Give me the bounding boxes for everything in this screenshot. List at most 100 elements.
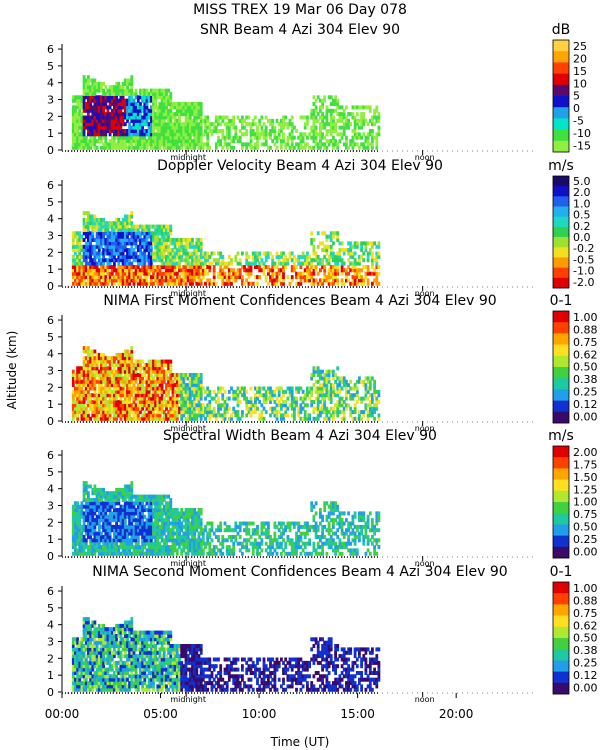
echo-cell	[74, 501, 77, 506]
echo-cell	[336, 251, 340, 256]
echo-cell	[82, 346, 86, 351]
echo-cell	[371, 142, 374, 147]
echo-cell	[108, 386, 112, 391]
echo-cell	[102, 403, 105, 408]
echo-cell	[297, 386, 301, 391]
echo-cell	[195, 393, 199, 398]
echo-cell	[87, 238, 90, 242]
echo-cell	[178, 122, 181, 127]
echo-cell	[232, 145, 236, 150]
echo-cell	[338, 410, 342, 415]
echo-cell	[377, 281, 381, 286]
echo-cell	[323, 379, 327, 384]
echo-cell	[87, 504, 90, 509]
echo-cell	[165, 389, 168, 394]
echo-cell	[123, 112, 127, 117]
echo-cell	[186, 258, 190, 263]
echo-cell	[89, 224, 92, 229]
echo-cell	[316, 410, 320, 415]
echo-cell	[149, 258, 153, 263]
echo-cell	[141, 413, 144, 418]
echo-cell	[165, 108, 168, 113]
echo-cell	[93, 484, 97, 489]
echo-cell	[141, 132, 144, 137]
echo-cell	[156, 359, 160, 364]
echo-cell	[130, 376, 134, 381]
echo-cell	[169, 112, 173, 117]
echo-cell	[349, 241, 353, 246]
echo-cell	[219, 413, 223, 418]
echo-cell	[347, 251, 350, 256]
echo-cell	[368, 383, 372, 388]
echo-cell	[329, 115, 333, 120]
echo-cell	[82, 108, 86, 113]
y-tick-label: 3	[47, 94, 54, 107]
echo-cell	[78, 139, 82, 144]
echo-cell	[366, 396, 370, 401]
echo-cell	[97, 122, 101, 127]
echo-cell	[323, 393, 327, 398]
echo-cell	[188, 251, 192, 256]
echo-cell	[204, 258, 207, 263]
echo-cell	[314, 125, 318, 130]
echo-cell	[108, 254, 112, 259]
echo-cell	[108, 231, 112, 236]
echo-cell	[316, 396, 320, 401]
echo-cell	[100, 413, 103, 418]
echo-cell	[76, 413, 79, 418]
echo-cell	[128, 139, 131, 144]
echo-cells	[71, 75, 381, 150]
echo-cell	[377, 416, 381, 421]
echo-cell	[143, 108, 147, 113]
echo-cell	[293, 406, 296, 411]
colorbar-label: 0.25	[573, 386, 598, 399]
echo-cell	[76, 112, 79, 117]
echo-cell	[312, 251, 316, 256]
echo-cell	[245, 403, 249, 408]
echo-cell	[314, 389, 318, 394]
echo-cell	[377, 125, 381, 130]
echo-cell	[184, 145, 188, 150]
echo-cell	[316, 389, 320, 394]
echo-cell	[323, 145, 327, 150]
echo-cell	[366, 410, 370, 415]
echo-cell	[82, 92, 86, 96]
echo-cell	[338, 389, 342, 394]
echo-cell	[91, 231, 95, 236]
echo-cell	[158, 376, 162, 381]
echo-cell	[358, 379, 361, 384]
echo-cell	[223, 403, 227, 408]
echo-cell	[102, 541, 105, 546]
echo-cell	[160, 129, 164, 133]
echo-cell	[353, 129, 357, 133]
echo-cell	[345, 389, 348, 394]
echo-cell	[100, 241, 103, 246]
echo-cell	[71, 541, 75, 546]
echo-cell	[106, 244, 110, 249]
echo-cell	[360, 278, 363, 283]
echo-cell	[143, 135, 147, 140]
echo-cell	[156, 389, 160, 394]
echo-cell	[82, 349, 86, 354]
echo-cell	[256, 129, 259, 133]
echo-cell	[269, 251, 272, 256]
echo-cell	[173, 265, 177, 269]
echo-cell	[355, 393, 359, 398]
echo-cell	[353, 118, 357, 123]
echo-cell	[84, 406, 88, 411]
echo-cell	[102, 389, 105, 394]
echo-cell	[162, 238, 166, 242]
echo-cell	[84, 511, 88, 516]
echo-cell	[208, 416, 212, 421]
echo-cell	[145, 376, 149, 381]
echo-cell	[134, 105, 138, 110]
echo-cell	[301, 271, 305, 276]
echo-cell	[214, 118, 218, 123]
y-tick-label: 2	[47, 516, 54, 529]
echo-cell	[180, 389, 184, 394]
echo-cell	[160, 102, 164, 106]
echo-cell	[264, 389, 268, 394]
echo-cell	[126, 265, 129, 269]
echo-cell	[93, 518, 97, 523]
echo-cell	[152, 389, 155, 394]
